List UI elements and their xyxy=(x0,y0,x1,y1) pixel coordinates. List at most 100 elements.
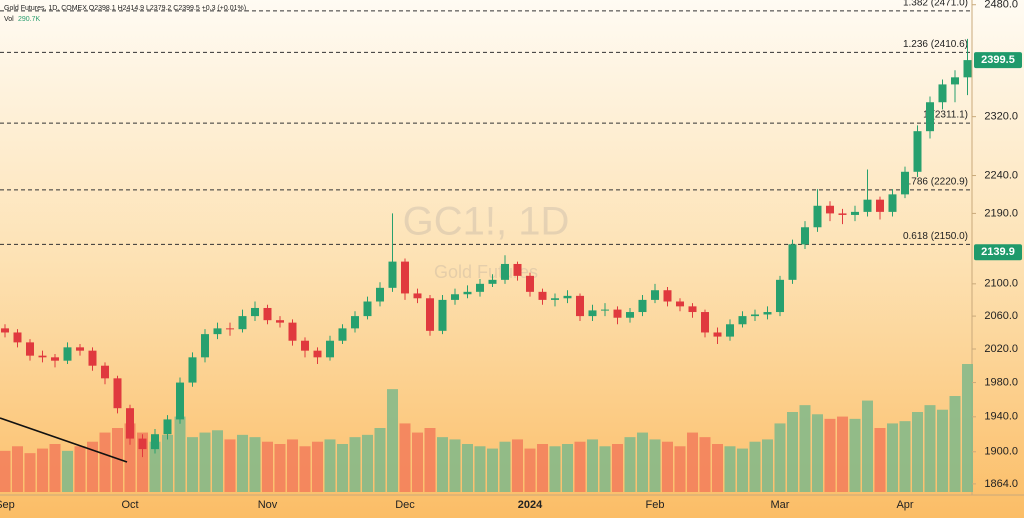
candle-body xyxy=(338,328,347,341)
level-label: 1.382 (2471.0) xyxy=(903,0,968,8)
watermark-symbol: GC1!, 1D xyxy=(403,200,570,244)
candle-body xyxy=(263,307,272,321)
candle-body xyxy=(863,199,872,212)
x-tick-label: Feb xyxy=(646,499,665,511)
volume-label: Vol xyxy=(4,16,14,23)
candle-body xyxy=(88,350,97,366)
candle-body xyxy=(1,328,9,333)
candle-body xyxy=(251,307,259,317)
volume-bar xyxy=(24,453,36,492)
price-label-box xyxy=(974,52,1022,69)
volume-bar xyxy=(437,437,448,492)
candle-body xyxy=(51,357,59,361)
candle-body xyxy=(513,263,522,276)
candle-body xyxy=(376,287,384,302)
candle-body xyxy=(226,328,234,330)
volume-bar xyxy=(924,405,936,492)
volume-bar xyxy=(899,421,911,492)
volume-bar xyxy=(224,439,236,492)
candle-body xyxy=(501,263,509,280)
candle-body xyxy=(151,434,159,450)
candle-body xyxy=(851,211,859,215)
volume-bar xyxy=(637,432,648,492)
volume-bar xyxy=(574,441,586,492)
candles-layer xyxy=(1,38,972,458)
volume-bar xyxy=(87,441,98,492)
candle-body xyxy=(463,291,472,295)
candle-body xyxy=(838,213,847,215)
candle-body xyxy=(76,347,84,351)
y-tick-label: 1900.0 xyxy=(984,446,1018,458)
y-tick-label: 2100.0 xyxy=(984,278,1018,290)
candle-body xyxy=(738,316,747,325)
volume-bar xyxy=(612,444,623,492)
header: Gold Futures, 1D, COMEX O2398.1 H2414.9 … xyxy=(4,5,246,12)
volume-bar xyxy=(0,450,11,492)
candle-body xyxy=(326,340,334,358)
candle-body xyxy=(651,290,659,300)
y-tick-label: 2060.0 xyxy=(984,310,1018,322)
volume-bar xyxy=(37,448,48,492)
candle-body xyxy=(176,382,184,420)
candle-body xyxy=(351,316,359,329)
volume-bar xyxy=(349,437,361,492)
volume-bar xyxy=(862,400,873,492)
volume-bar xyxy=(774,423,786,492)
volume-bar xyxy=(724,446,736,492)
volume-bar xyxy=(937,409,948,492)
volume-bar xyxy=(112,428,123,492)
candle-body xyxy=(63,347,72,361)
candle-body xyxy=(163,419,172,435)
candle-body xyxy=(676,301,684,307)
volume-bar xyxy=(737,448,748,492)
y-tick-label: 2020.0 xyxy=(984,343,1018,355)
volume-bar xyxy=(49,444,61,492)
volume-bar xyxy=(74,446,86,492)
volume-bar xyxy=(362,434,373,492)
candle-body xyxy=(626,312,634,318)
volume-bar xyxy=(62,450,73,492)
candle-body xyxy=(38,355,47,358)
level-label: 0.786 (2220.9) xyxy=(903,177,968,188)
volume-bar xyxy=(824,418,836,492)
candle-body xyxy=(638,299,647,313)
candle-body xyxy=(813,205,822,228)
candle-body xyxy=(201,334,209,358)
volume-bar xyxy=(562,444,573,492)
candle-body xyxy=(288,322,297,341)
volume-bar xyxy=(99,432,111,492)
volume-bar xyxy=(324,439,336,492)
candle-body xyxy=(26,342,34,356)
volume-value: 290.7K xyxy=(18,16,41,23)
volume-bar xyxy=(337,444,348,492)
candle-body xyxy=(588,310,597,317)
volume-bar xyxy=(712,444,723,492)
volume-bar xyxy=(662,441,673,492)
level-label: 0.618 (2150.0) xyxy=(903,231,968,242)
candle-body xyxy=(763,312,772,315)
candle-body xyxy=(313,350,322,358)
y-tick-label: 1980.0 xyxy=(984,376,1018,388)
volume-bar xyxy=(174,416,186,492)
volume-bar xyxy=(237,434,248,492)
volume-bar xyxy=(299,446,311,492)
volume-bar xyxy=(399,423,411,492)
candle-body xyxy=(776,279,784,313)
candle-body xyxy=(451,294,459,300)
y-tick-label: 2240.0 xyxy=(984,169,1018,181)
trendline xyxy=(0,417,128,463)
y-tick-label: 1940.0 xyxy=(984,411,1018,423)
candle-body xyxy=(13,332,22,343)
volume-bar xyxy=(199,432,211,492)
candle-body xyxy=(926,102,934,132)
candle-body xyxy=(526,275,534,292)
candle-body xyxy=(238,316,247,330)
candle-body xyxy=(601,309,609,311)
volume-bar xyxy=(962,364,973,492)
volume-bar xyxy=(424,428,436,492)
candle-body xyxy=(726,324,734,337)
volume-bar xyxy=(837,416,848,492)
y-tick-label: 2320.0 xyxy=(984,111,1018,123)
volume-bar xyxy=(487,448,498,492)
